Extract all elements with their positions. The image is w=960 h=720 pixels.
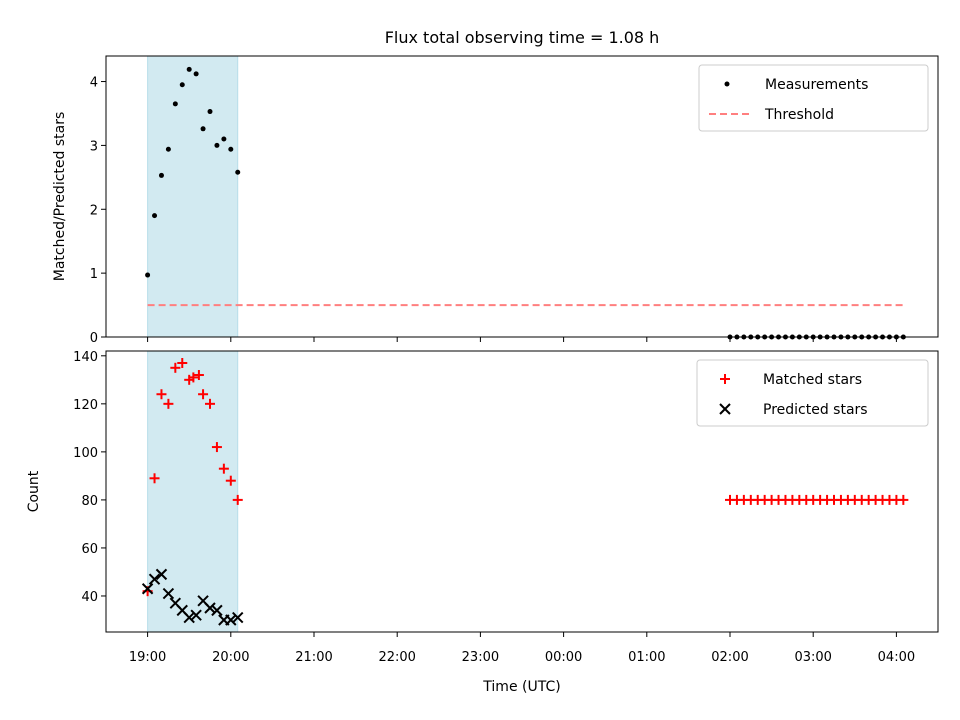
data-point xyxy=(720,374,730,384)
data-point xyxy=(152,213,158,219)
y-axis-label: Matched/Predicted stars xyxy=(52,112,68,282)
marker-stroke xyxy=(719,403,731,415)
data-point xyxy=(190,609,202,621)
y-tick-label: 1 xyxy=(90,267,98,282)
x-tick-label: 01:00 xyxy=(628,650,665,665)
series xyxy=(142,358,909,597)
y-tick-label: 80 xyxy=(81,494,98,509)
x-tick-label: 20:00 xyxy=(212,650,249,665)
data-point xyxy=(172,101,178,107)
y-tick-label: 2 xyxy=(90,203,98,218)
y-tick-label: 0 xyxy=(90,331,98,346)
axes-frame xyxy=(105,350,939,633)
data-point xyxy=(228,146,234,152)
legend-label: Measurements xyxy=(765,77,868,93)
x-tick-label: 04:00 xyxy=(878,650,915,665)
data-point xyxy=(149,473,160,484)
marker-stroke xyxy=(155,568,168,581)
legend-box xyxy=(696,359,929,427)
y-tick-label: 3 xyxy=(90,139,98,154)
data-point xyxy=(207,109,213,115)
marker-stroke xyxy=(162,587,175,600)
legend-label: Matched stars xyxy=(763,372,862,388)
data-point xyxy=(214,142,220,148)
data-point xyxy=(218,463,229,474)
data-point xyxy=(145,272,151,278)
data-point xyxy=(186,66,192,72)
data-point xyxy=(158,172,164,178)
data-point xyxy=(193,370,204,381)
y-tick-label: 100 xyxy=(73,446,98,461)
data-point xyxy=(221,136,227,142)
x-tick-label: 00:00 xyxy=(545,650,582,665)
data-point xyxy=(232,611,244,624)
marker-stroke xyxy=(225,614,237,626)
y-tick-label: 140 xyxy=(73,350,98,365)
marker-stroke xyxy=(183,611,195,624)
x-tick-label: 21:00 xyxy=(295,650,332,665)
data-point xyxy=(141,583,154,595)
observing-window-span xyxy=(147,55,239,338)
marker-stroke xyxy=(197,595,209,607)
data-point xyxy=(205,398,215,409)
chart-title: Flux total observing time = 1.08 h xyxy=(385,28,660,47)
data-point xyxy=(719,403,731,415)
legend-box xyxy=(698,64,929,132)
observing-window-span xyxy=(147,350,239,633)
data-point xyxy=(200,126,206,132)
y-tick-label: 60 xyxy=(81,542,98,557)
data-point xyxy=(163,398,174,409)
x-tick-label: 03:00 xyxy=(794,650,831,665)
y-tick-label: 4 xyxy=(90,76,98,91)
legend: Matched stars Predicted stars xyxy=(696,359,929,427)
marker-stroke xyxy=(141,583,154,595)
series xyxy=(141,568,244,626)
marker-stroke xyxy=(190,609,202,621)
marker-stroke xyxy=(148,573,161,585)
data-point xyxy=(155,568,168,581)
y-tick-label: 120 xyxy=(73,398,98,413)
marker-stroke xyxy=(176,604,188,617)
top-panel: 0 1 2 3 4 Matched/Predicted stars Measurements… xyxy=(52,55,939,346)
data-point xyxy=(898,494,909,505)
axes-frame xyxy=(105,55,939,338)
data-point xyxy=(232,494,243,505)
data-point xyxy=(188,372,199,383)
data-point xyxy=(156,389,167,400)
data-point xyxy=(724,81,730,87)
data-point xyxy=(204,602,216,614)
data-point xyxy=(225,614,237,626)
data-point xyxy=(148,573,161,585)
marker-stroke xyxy=(232,611,244,624)
y-axis-label: Count xyxy=(26,470,42,512)
y-tick-label: 40 xyxy=(81,590,98,605)
data-point xyxy=(211,604,223,617)
data-point xyxy=(162,587,175,600)
x-tick-label: 22:00 xyxy=(378,650,415,665)
data-point xyxy=(198,389,209,400)
data-point xyxy=(177,358,188,369)
x-tick-label: 19:00 xyxy=(129,650,166,665)
data-point xyxy=(193,71,199,77)
legend-label: Threshold xyxy=(764,107,834,123)
data-point xyxy=(211,442,222,453)
marker-stroke xyxy=(204,602,216,614)
data-point xyxy=(183,611,195,624)
bottom-panel: 40 60 80 100 120 140 19:00 20:00 21:00 22:00 23:00… xyxy=(26,350,939,665)
data-point xyxy=(179,82,185,88)
legend: Measurements Threshold xyxy=(698,64,929,132)
marker-stroke xyxy=(169,597,182,609)
x-axis-label: Time (UTC) xyxy=(482,679,560,695)
data-point xyxy=(225,475,236,486)
marker-stroke xyxy=(211,604,223,617)
x-tick-label: 23:00 xyxy=(462,650,499,665)
x-tick-label: 02:00 xyxy=(711,650,748,665)
data-point xyxy=(165,146,171,152)
legend-label: Predicted stars xyxy=(763,402,868,418)
data-point xyxy=(170,362,181,373)
data-point xyxy=(235,169,241,175)
